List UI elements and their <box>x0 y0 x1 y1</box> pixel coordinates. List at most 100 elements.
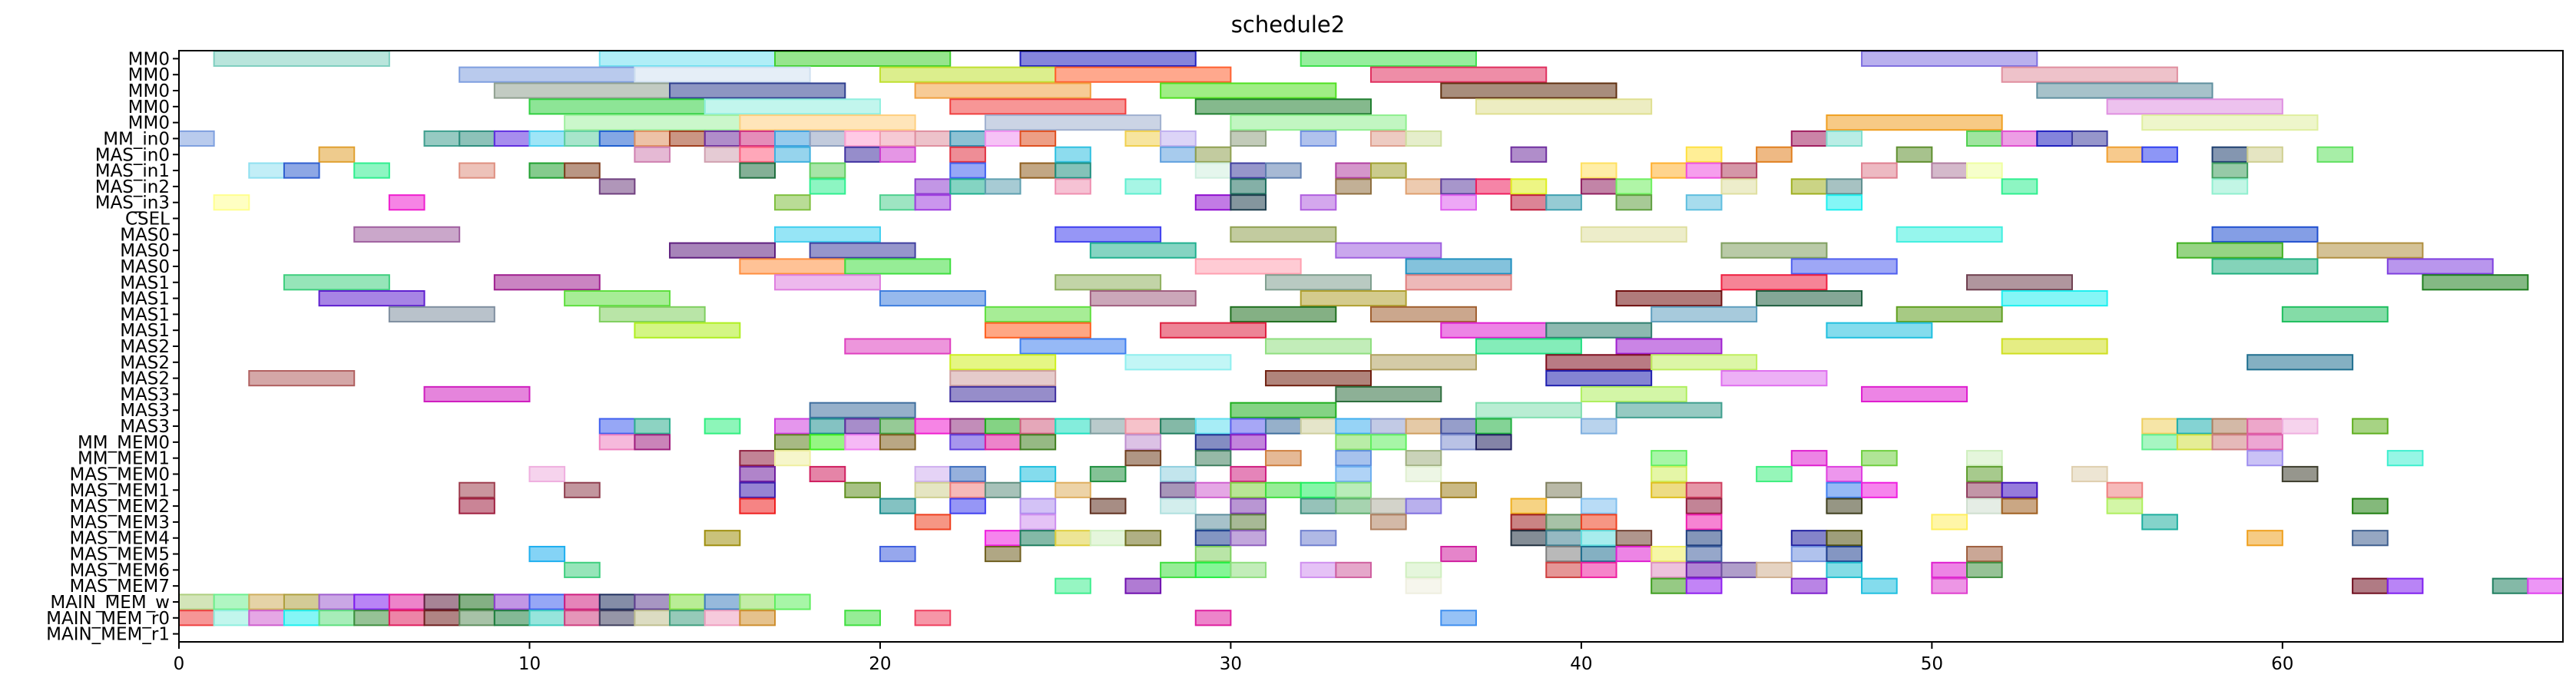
task-bar <box>914 178 952 195</box>
task-bar <box>1580 514 1617 531</box>
task-bar <box>774 194 811 211</box>
task-bar <box>634 593 671 610</box>
task-bar <box>2211 258 2319 275</box>
task-bar <box>528 465 566 483</box>
task-bar <box>1300 50 1477 67</box>
y-tick-label: MAS0 <box>120 257 170 277</box>
task-bar <box>809 242 916 259</box>
task-bar <box>809 162 846 179</box>
task-bar <box>1160 481 1197 498</box>
task-bar <box>1651 577 1687 594</box>
task-bar <box>1230 530 1267 547</box>
task-bar <box>1124 450 1162 467</box>
task-bar <box>1580 530 1617 547</box>
task-bar <box>564 561 601 578</box>
task-bar <box>528 545 566 563</box>
task-bar <box>1790 178 1828 195</box>
task-bar <box>1826 481 1863 498</box>
y-tick-label: MAIN_MEM_w <box>50 593 170 613</box>
task-bar <box>879 498 916 514</box>
task-bar <box>1545 354 1653 371</box>
x-tick-label: 0 <box>174 654 185 674</box>
task-bar <box>1019 162 1057 179</box>
task-bar <box>353 162 390 179</box>
task-bar <box>1545 322 1653 339</box>
y-tick-label: MAS_in0 <box>95 145 170 165</box>
task-bar <box>598 418 636 435</box>
task-bar <box>1615 402 1723 418</box>
x-axis-ticks: 0 10 20 30 40 50 60 <box>174 642 2293 674</box>
task-bar <box>1440 545 1477 563</box>
task-bar <box>739 481 776 498</box>
task-bar <box>528 98 706 115</box>
task-bar <box>1405 274 1512 291</box>
task-bar <box>1300 561 1337 578</box>
x-tick-label: 10 <box>518 654 541 674</box>
task-bar <box>1790 545 1828 563</box>
y-tick-label: MAS0 <box>120 241 170 261</box>
task-bar <box>984 322 1091 339</box>
task-bar <box>2176 242 2283 259</box>
task-bar <box>1335 450 1372 467</box>
task-bar <box>2106 98 2283 115</box>
task-bar <box>1405 465 1442 483</box>
task-bar <box>774 450 811 467</box>
task-bar <box>949 178 986 195</box>
task-bar <box>459 130 495 147</box>
task-bar <box>2281 306 2389 322</box>
task-bar <box>1230 434 1267 451</box>
task-bar <box>1651 561 1687 578</box>
task-bar <box>879 146 916 163</box>
task-bar <box>1931 162 1968 179</box>
task-bar <box>1440 481 1477 498</box>
task-bar <box>598 593 636 610</box>
task-bar <box>844 610 881 627</box>
task-bar <box>1475 418 1512 435</box>
task-bar <box>704 418 741 435</box>
y-tick-label: CSEL <box>125 210 170 230</box>
task-bar <box>1651 306 1758 322</box>
task-bar <box>844 146 881 163</box>
task-bar <box>213 610 250 627</box>
task-bar <box>1861 577 1898 594</box>
task-bar <box>634 610 671 627</box>
task-bar <box>1756 465 1793 483</box>
task-bar <box>1300 481 1337 498</box>
task-bar <box>2386 258 2494 275</box>
task-bar <box>1440 322 1548 339</box>
task-bar <box>914 481 952 498</box>
task-bar <box>1756 561 1793 578</box>
task-bar <box>1335 418 1372 435</box>
y-tick-label: MAS_MEM4 <box>69 529 170 549</box>
y-tick-label: MAS1 <box>120 305 170 325</box>
task-bar <box>1160 322 1267 339</box>
task-bar <box>1966 481 2003 498</box>
y-tick-label: MAS_in1 <box>95 161 170 181</box>
task-bar <box>774 418 811 435</box>
y-tick-label: MAS2 <box>120 369 170 389</box>
task-bar <box>1545 370 1653 387</box>
task-bar <box>564 289 671 307</box>
task-bar <box>914 465 952 483</box>
task-bar <box>1615 545 1653 563</box>
task-bar <box>739 593 776 610</box>
y-tick-label: MAS_MEM2 <box>69 497 170 517</box>
task-bar <box>844 418 881 435</box>
task-bar <box>1124 418 1162 435</box>
task-bar <box>423 385 531 403</box>
task-bar <box>283 162 320 179</box>
task-bar <box>809 130 846 147</box>
task-bar <box>1265 481 1302 498</box>
task-bar <box>1685 146 1723 163</box>
task-bar <box>1685 514 1723 531</box>
task-bar <box>1861 481 1898 498</box>
task-bar <box>1861 450 1898 467</box>
task-bar <box>318 146 356 163</box>
task-bar <box>1265 418 1302 435</box>
y-tick-label: MAS0 <box>120 225 170 245</box>
task-bar <box>1756 289 1863 307</box>
task-bar <box>1335 178 1372 195</box>
task-bar <box>598 434 636 451</box>
task-bar <box>598 610 636 627</box>
task-bar <box>634 418 671 435</box>
